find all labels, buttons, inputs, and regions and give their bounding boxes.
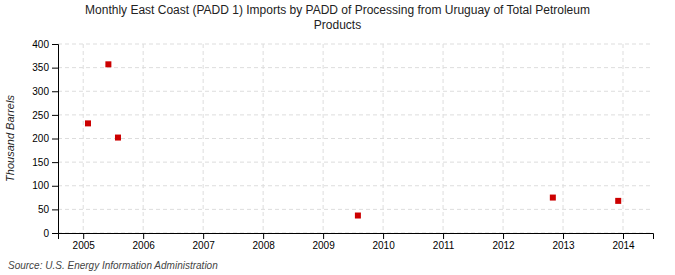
point	[550, 195, 556, 201]
tick: 2009	[312, 233, 335, 251]
tick: 100	[32, 180, 58, 191]
tick-label: 50	[38, 204, 50, 215]
grid-line	[58, 67, 653, 68]
y-axis-title: Thousand Barrels	[4, 95, 16, 182]
grid-line	[58, 209, 653, 210]
tick: 2008	[253, 233, 276, 251]
tick-label: 200	[32, 133, 49, 144]
tick-mark	[52, 186, 58, 187]
point	[105, 61, 111, 67]
grid-line	[58, 138, 653, 139]
tick: 300	[32, 86, 58, 97]
tick: 2007	[193, 233, 216, 251]
tick-label: 0	[43, 228, 49, 239]
tick-mark	[203, 233, 204, 239]
tick-label: 300	[32, 86, 49, 97]
chart-container: 2005 2006 2007 2008 2009 2010 2011 2012 2013 2014…	[0, 0, 675, 275]
point	[85, 120, 91, 126]
tick-mark	[83, 233, 84, 239]
axis-line	[59, 234, 654, 240]
tick: 200	[32, 133, 58, 144]
tick-label: 250	[32, 110, 49, 121]
grid-line	[58, 185, 653, 186]
tick: 2010	[372, 233, 395, 251]
tick-label: 2012	[492, 240, 515, 251]
tick-mark	[443, 233, 444, 239]
tick-mark	[143, 233, 144, 239]
grid-line	[58, 114, 653, 115]
tick-mark	[623, 233, 624, 239]
grid-line	[623, 44, 624, 233]
tick: 250	[32, 110, 58, 121]
tick-label: 2013	[552, 240, 575, 251]
x-axis: 2005 2006 2007 2008 2009 2010 2011 2012 2013 2014	[59, 233, 654, 251]
tick-label: 2005	[73, 240, 96, 251]
grid	[58, 44, 653, 233]
tick-label: 350	[32, 62, 49, 73]
tick-mark	[263, 233, 264, 239]
point	[115, 135, 121, 141]
tick-mark	[503, 233, 504, 239]
tick: 0	[43, 228, 58, 239]
tick-label: 2011	[433, 240, 455, 251]
tick: 400	[32, 39, 58, 50]
tick-label: 2009	[312, 240, 335, 251]
tick-label: 150	[32, 157, 49, 168]
tick-label: 2008	[253, 240, 276, 251]
tick: 2011	[433, 233, 455, 251]
tick-mark	[52, 162, 58, 163]
annotation: Source: U.S. Energy Information Administ…	[8, 260, 218, 271]
tick-mark	[563, 233, 564, 239]
y-axis: 0 50 100 150 200 250 300 350 400	[32, 39, 58, 239]
tick-label: 2006	[133, 240, 156, 251]
axis-line	[52, 45, 59, 234]
grid-line	[58, 91, 653, 92]
tick-mark	[383, 233, 384, 239]
tick-mark	[52, 209, 58, 210]
tick: 2006	[133, 233, 156, 251]
tick-label: 2014	[612, 240, 635, 251]
title: Monthly East Coast (PADD 1) Imports by P…	[85, 3, 590, 32]
tick-mark	[52, 68, 58, 69]
grid-line	[203, 44, 204, 233]
tick-label: 2007	[193, 240, 216, 251]
point	[355, 213, 361, 219]
tick-mark	[52, 91, 58, 92]
tick-mark	[323, 233, 324, 239]
grid-line	[58, 44, 653, 45]
tick: 2005	[73, 233, 96, 251]
tick-mark	[52, 233, 58, 234]
tick: 150	[32, 157, 58, 168]
plot-area: 2005 2006 2007 2008 2009 2010 2011 2012 2013 2014…	[32, 39, 653, 251]
tick-mark	[52, 115, 58, 116]
points	[85, 61, 621, 218]
tick: 50	[38, 204, 58, 215]
point	[615, 198, 621, 204]
tick-label: 400	[32, 39, 49, 50]
chart-svg: 2005 2006 2007 2008 2009 2010 2011 2012 2013 2014…	[0, 0, 675, 275]
grid-line	[323, 44, 324, 233]
tick: 2012	[492, 233, 515, 251]
tick: 2013	[552, 233, 575, 251]
tick-mark	[52, 44, 58, 45]
tick: 350	[32, 62, 58, 73]
grid-line	[58, 162, 653, 163]
tick-mark	[52, 139, 58, 140]
tick-label: 100	[32, 180, 49, 191]
tick: 2014	[612, 233, 635, 251]
tick-label: 2010	[372, 240, 395, 251]
